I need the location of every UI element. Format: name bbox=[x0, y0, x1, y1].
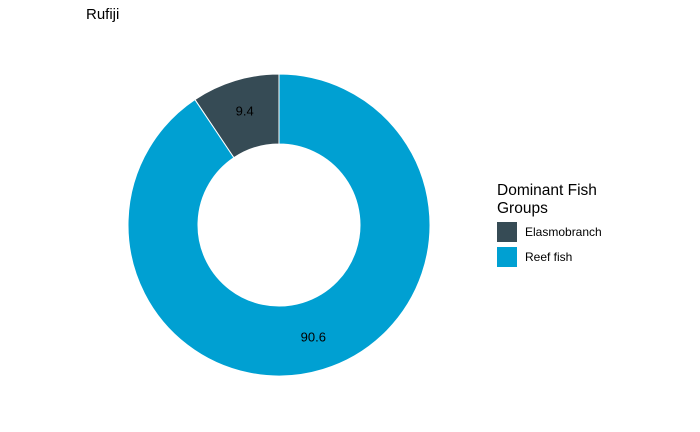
legend-swatch-elasmobranch bbox=[497, 221, 517, 242]
legend-items: Elasmobranch Reef fish bbox=[497, 220, 607, 268]
legend-item-elasmobranch: Elasmobranch bbox=[497, 220, 607, 243]
legend: Dominant Fish Groups Elasmobranch Reef f… bbox=[497, 182, 607, 268]
legend-title: Dominant Fish Groups bbox=[497, 182, 597, 217]
legend-item-reef-fish: Reef fish bbox=[497, 245, 607, 268]
slice-value-label-elasmobranch: 9.4 bbox=[236, 104, 254, 119]
legend-label-elasmobranch: Elasmobranch bbox=[525, 224, 602, 239]
chart-title: Rufiji bbox=[86, 6, 120, 23]
legend-label-reef-fish: Reef fish bbox=[525, 249, 573, 264]
legend-swatch-reef-fish bbox=[497, 246, 517, 267]
slice-reef-fish bbox=[127, 73, 431, 377]
slice-value-label-reef-fish: 90.6 bbox=[301, 329, 326, 344]
